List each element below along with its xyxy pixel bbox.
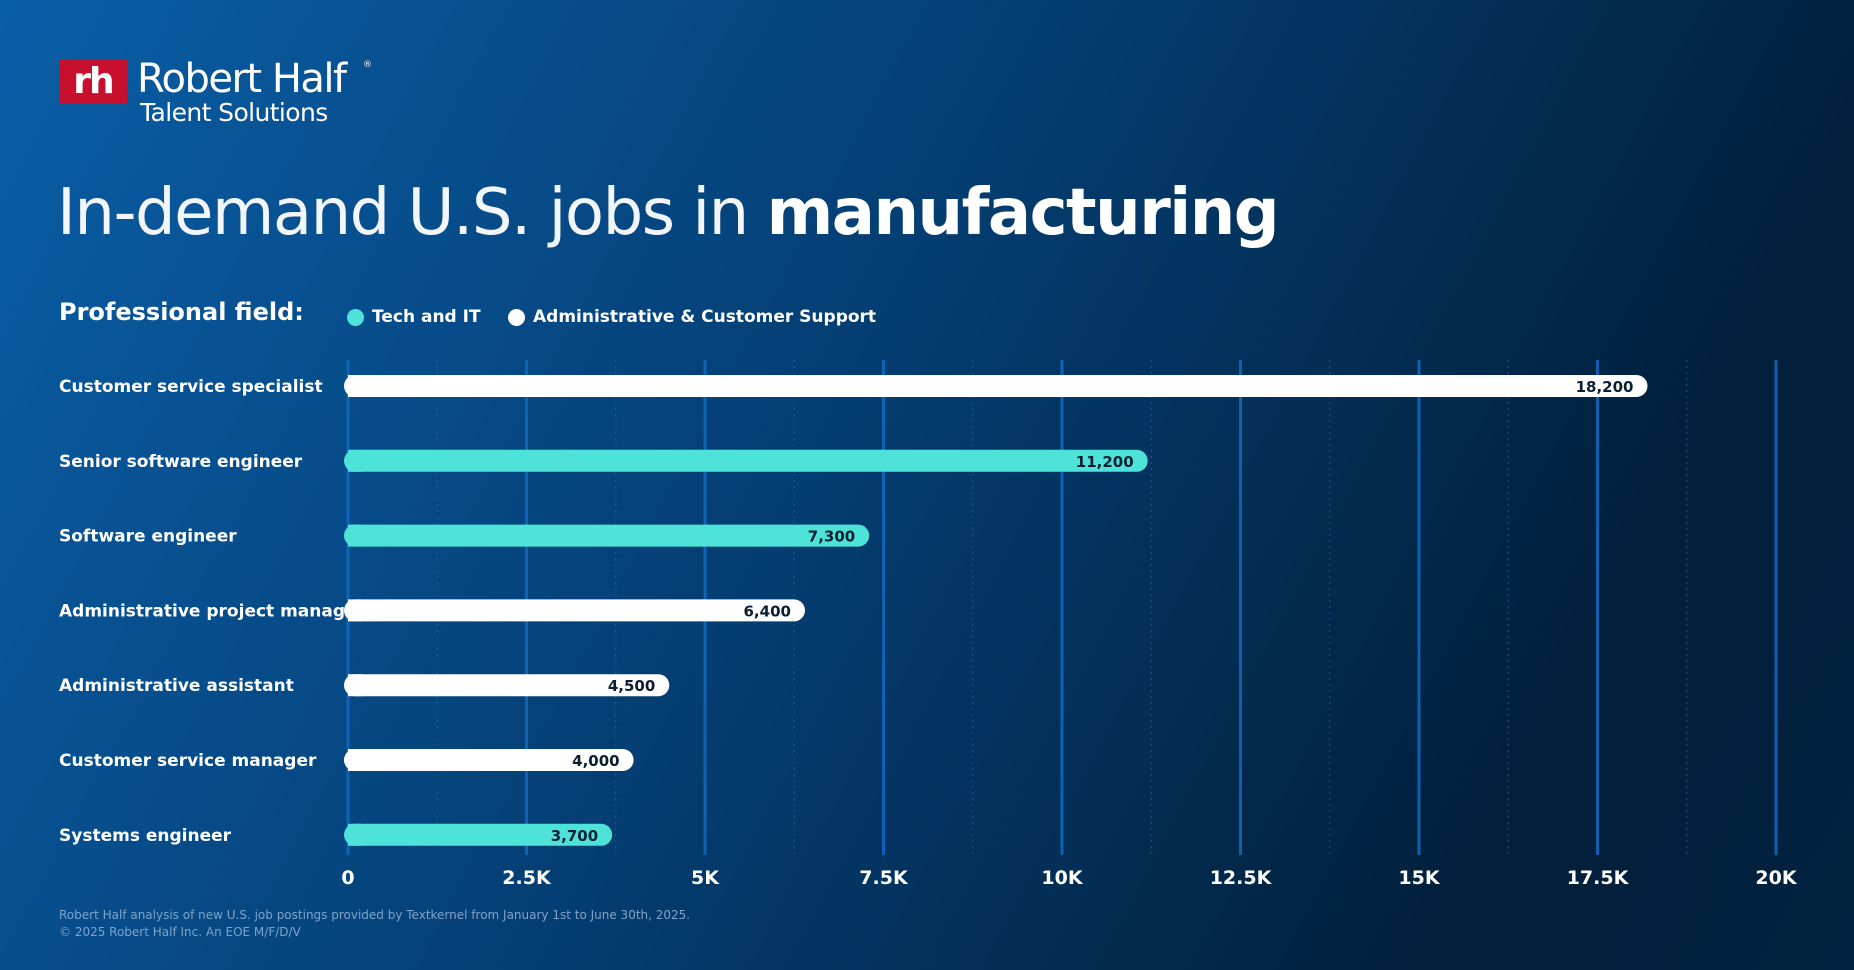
registered-mark: ® xyxy=(363,60,372,70)
footer-notes: Robert Half analysis of new U.S. job pos… xyxy=(59,907,690,941)
legend-text-tech: Tech and IT xyxy=(372,307,481,327)
bar-left-edge xyxy=(348,524,362,547)
bar xyxy=(344,749,634,771)
bar-left-edge xyxy=(348,449,362,472)
legend-label: Professional field: xyxy=(59,298,304,326)
legend-dot-admin-icon xyxy=(508,308,525,326)
bar-left-edge xyxy=(348,674,362,697)
bar-left-edge xyxy=(348,823,362,846)
title-light-part: In-demand U.S. jobs in xyxy=(57,176,767,250)
brand-subtitle: Talent Solutions xyxy=(140,98,328,127)
x-tick-label: 10K xyxy=(1041,867,1083,889)
legend-text-admin: Administrative & Customer Support xyxy=(533,307,877,327)
value-label: 6,400 xyxy=(744,602,791,620)
x-tick-label: 2.5K xyxy=(502,867,552,889)
x-tick-label: 0 xyxy=(341,867,354,889)
legend-item-admin-support: Administrative & Customer Support xyxy=(508,306,876,328)
category-label: Customer service manager xyxy=(59,751,317,771)
category-label: Senior software engineer xyxy=(59,452,303,472)
x-tick-label: 17.5K xyxy=(1567,867,1630,889)
x-tick-label: 20K xyxy=(1755,867,1797,889)
x-tick-label: 7.5K xyxy=(859,867,909,889)
bar xyxy=(344,823,613,846)
footer-copyright: © 2025 Robert Half Inc. An EOE M/F/D/V xyxy=(59,925,301,939)
value-label: 7,300 xyxy=(808,528,855,546)
legend-item-tech-it: Tech and IT xyxy=(347,306,481,328)
x-tick-label: 12.5K xyxy=(1210,867,1273,889)
value-label: 4,000 xyxy=(572,752,619,770)
bar xyxy=(344,674,670,697)
category-label: Software engineer xyxy=(59,527,237,547)
category-label: Customer service specialist xyxy=(59,377,323,397)
x-tick-label: 15K xyxy=(1398,867,1440,889)
bar xyxy=(344,375,1648,397)
bar-left-edge xyxy=(348,599,362,622)
bar-left-edge xyxy=(348,375,362,397)
value-label: 11,200 xyxy=(1076,453,1134,471)
bar xyxy=(344,524,870,547)
footer-source-note: Robert Half analysis of new U.S. job pos… xyxy=(59,908,691,922)
brand-name: Robert Half xyxy=(137,56,347,102)
rh-logo-mark: rh xyxy=(59,60,127,104)
category-label: Systems engineer xyxy=(59,826,232,846)
robert-half-logo: rh Robert Half ® Talent Solutions xyxy=(59,56,399,130)
value-label: 4,500 xyxy=(608,677,655,695)
bar xyxy=(344,599,805,622)
legend-dot-tech-icon xyxy=(347,308,364,326)
title-bold-part: manufacturing xyxy=(766,176,1280,250)
value-label: 3,700 xyxy=(551,827,598,845)
category-label: Administrative project manager xyxy=(59,601,366,621)
bar-left-edge xyxy=(348,749,362,771)
bar xyxy=(344,449,1148,472)
page-title: In-demand U.S. jobs in manufacturing xyxy=(57,176,1280,250)
category-label: Administrative assistant xyxy=(59,676,294,696)
value-label: 18,200 xyxy=(1576,378,1634,396)
x-tick-label: 5K xyxy=(691,867,720,889)
